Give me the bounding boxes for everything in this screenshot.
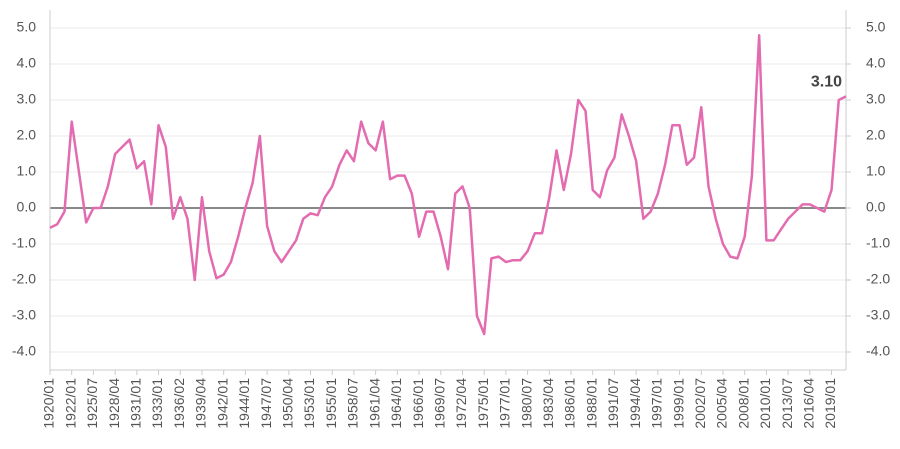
value-label: 3.10 — [811, 74, 842, 91]
x-tick-label: 1925/07 — [84, 378, 100, 429]
x-tick-label: 2013/07 — [779, 378, 795, 429]
x-tick-label: 1999/01 — [670, 378, 686, 429]
x-tick-label: 2010/01 — [757, 378, 773, 429]
x-tick-label: 2016/04 — [801, 378, 817, 429]
x-tick-label: 1991/07 — [605, 378, 621, 429]
y2-tick-label: -2.0 — [866, 271, 890, 287]
x-tick-label: 1966/01 — [410, 378, 426, 429]
x-tick-label: 1944/01 — [236, 378, 252, 429]
y2-tick-label: 3.0 — [866, 91, 886, 107]
x-tick-label: 1986/01 — [562, 378, 578, 429]
data-line — [49, 33, 847, 336]
y-tick-label: -3.0 — [12, 307, 36, 323]
y2-tick-label: 4.0 — [866, 55, 886, 71]
x-tick-label: 1997/01 — [649, 378, 665, 429]
y-tick-label: 3.0 — [17, 91, 37, 107]
x-tick-label: 1931/01 — [128, 378, 144, 429]
x-tick-label: 2019/01 — [822, 378, 838, 429]
y-tick-label: -4.0 — [12, 343, 36, 359]
y-tick-label: 0.0 — [17, 199, 37, 215]
x-tick-label: 1950/04 — [280, 378, 296, 429]
x-tick-label: 1936/02 — [171, 378, 187, 429]
y-tick-label: 1.0 — [17, 163, 37, 179]
x-tick-label: 2008/01 — [735, 378, 751, 429]
y2-tick-label: 5.0 — [866, 19, 886, 35]
x-tick-label: 1972/04 — [453, 378, 469, 429]
x-tick-label: 1955/01 — [323, 378, 339, 429]
x-tick-label: 1947/07 — [258, 378, 274, 429]
x-tick-label: 1922/01 — [62, 378, 78, 429]
y-tick-label: 2.0 — [17, 127, 37, 143]
y-tick-label: 4.0 — [17, 55, 37, 71]
y2-tick-label: -4.0 — [866, 343, 890, 359]
x-tick-label: 1975/01 — [475, 378, 491, 429]
x-tick-label: 1983/04 — [540, 378, 556, 429]
x-tick-label: 1920/01 — [41, 378, 57, 429]
y2-tick-label: 2.0 — [866, 127, 886, 143]
x-tick-label: 2002/07 — [692, 378, 708, 429]
x-tick-label: 1977/01 — [497, 378, 513, 429]
y2-tick-label: 0.0 — [866, 199, 886, 215]
x-tick-label: 1994/04 — [627, 378, 643, 429]
y-tick-label: -1.0 — [12, 235, 36, 251]
y-tick-label: 5.0 — [17, 19, 37, 35]
x-tick-label: 1988/01 — [583, 378, 599, 429]
x-tick-label: 1953/01 — [301, 378, 317, 429]
x-tick-label: 1942/01 — [214, 378, 230, 429]
x-tick-label: 1964/01 — [388, 378, 404, 429]
y-tick-label: -2.0 — [12, 271, 36, 287]
x-tick-label: 2005/04 — [714, 378, 730, 429]
x-tick-label: 1928/04 — [106, 378, 122, 429]
x-tick-label: 1939/04 — [193, 378, 209, 429]
x-tick-label: 1958/07 — [345, 378, 361, 429]
x-tick-label: 1980/07 — [518, 378, 534, 429]
x-tick-label: 1933/01 — [149, 378, 165, 429]
x-tick-label: 1961/04 — [366, 378, 382, 429]
y2-tick-label: -1.0 — [866, 235, 890, 251]
y2-tick-label: 1.0 — [866, 163, 886, 179]
y2-tick-label: -3.0 — [866, 307, 890, 323]
x-tick-label: 1969/07 — [431, 378, 447, 429]
